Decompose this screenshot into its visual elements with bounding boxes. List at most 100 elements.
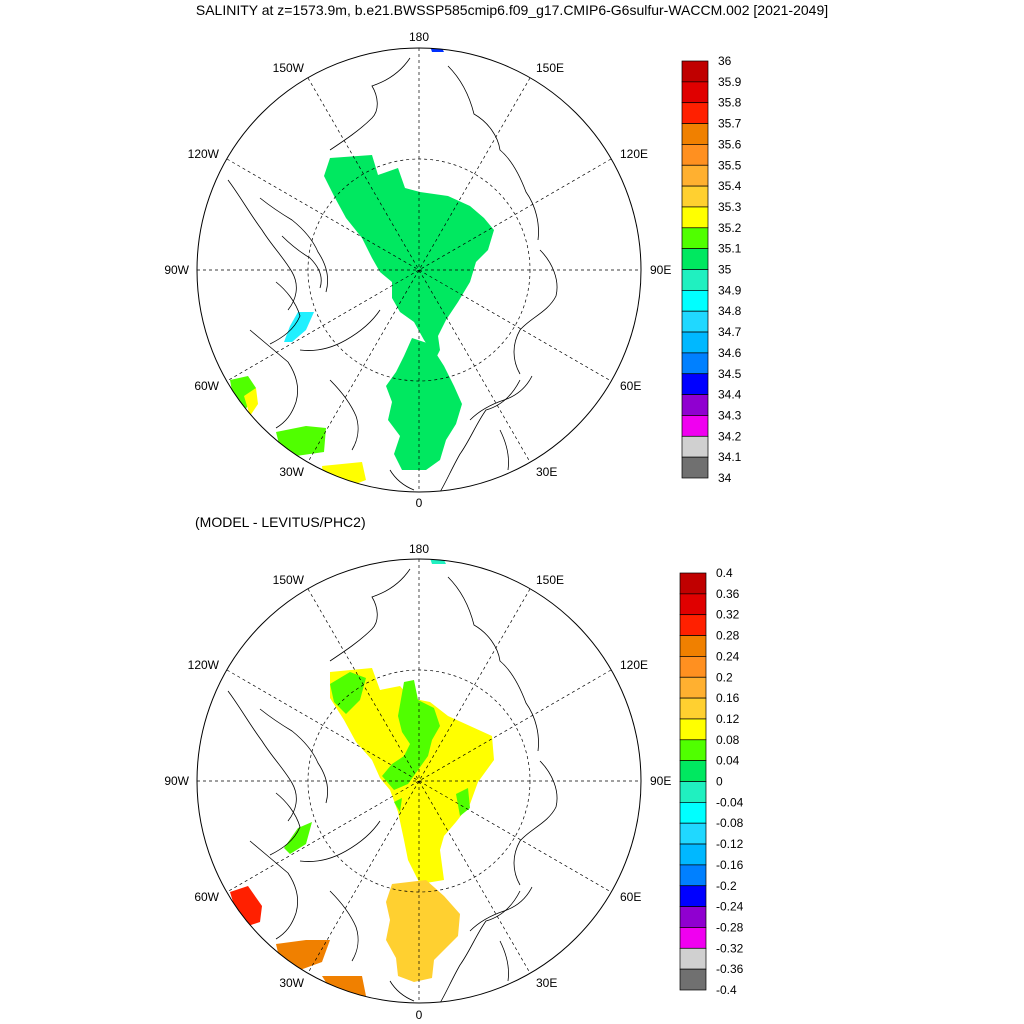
colorbar-tick-label: 35.3	[718, 200, 742, 214]
lon-label-30e-b: 30E	[536, 976, 557, 990]
colorbar-swatch	[681, 373, 709, 395]
colorbar-swatch	[681, 123, 709, 145]
colorbar-swatch	[681, 394, 709, 416]
lon-label-90e: 90E	[650, 263, 671, 277]
coastlines-bottom	[227, 568, 558, 1003]
colorbar-tick-label: 34.6	[718, 346, 742, 360]
lon-label-60e: 60E	[620, 379, 641, 393]
colorbar-tick-label: 35.4	[718, 179, 742, 193]
colorbar-tick-label: 34	[718, 471, 732, 485]
salinity-field-atlantic	[322, 462, 366, 490]
salinity-field-baffin	[284, 312, 314, 342]
colorbar-tick-label: 0	[716, 775, 723, 789]
colorbar-swatch	[681, 352, 709, 375]
colorbar-tick-label: 0.08	[716, 733, 740, 747]
lon-label-90e-b: 90E	[650, 774, 671, 788]
colorbar-swatch	[681, 60, 709, 83]
colorbar-tick-label: -0.2	[716, 879, 737, 893]
colorbar-swatch	[679, 697, 707, 720]
lon-label-60e-b: 60E	[620, 890, 641, 904]
salinity-field-bering	[430, 48, 444, 52]
lon-label-60w: 60W	[194, 379, 219, 393]
difference-field-green-small	[456, 788, 470, 816]
lon-label-30w: 30W	[279, 465, 304, 479]
colorbar-swatch	[679, 614, 707, 636]
top-polar-map: 180 0 90W 90E 150W 120W 150E 120E 60W 30…	[164, 30, 671, 510]
colorbar-swatch	[679, 760, 707, 782]
colorbar-swatch	[681, 227, 709, 250]
lon-label-120w-b: 120W	[188, 658, 220, 672]
colorbar-tick-label: 34.7	[718, 325, 742, 339]
colorbar-tick-label: 0.24	[716, 649, 740, 663]
colorbar-swatch	[679, 781, 707, 803]
colorbar-tick-label: -0.36	[716, 962, 744, 976]
colorbar-swatch	[679, 656, 707, 678]
colorbar-swatch	[681, 102, 709, 124]
colorbar-swatch	[679, 927, 707, 949]
colorbar-tick-label: 34.8	[718, 304, 742, 318]
colorbar-swatch	[681, 456, 709, 479]
colorbar-swatch	[679, 822, 707, 845]
colorbar-swatch	[681, 164, 709, 187]
lon-label-30w-b: 30W	[279, 976, 304, 990]
lon-label-0-b: 0	[416, 1008, 423, 1022]
difference-field-green-dot	[394, 798, 402, 812]
difference-field-orange-irminger	[276, 940, 330, 970]
difference-field-gold-greenland	[386, 880, 460, 982]
colorbar-swatch	[679, 801, 707, 824]
colorbar-tick-label: 35.6	[718, 137, 742, 151]
colorbar-tick-label: -0.12	[716, 837, 744, 851]
graticule-bottom	[197, 559, 641, 1003]
lon-label-90w-b: 90W	[164, 774, 189, 788]
colorbar-tick-label: 35.9	[718, 75, 742, 89]
colorbar-swatch	[679, 718, 707, 741]
colorbar-tick-label: -0.24	[716, 900, 744, 914]
colorbar-tick-label: -0.16	[716, 858, 744, 872]
colorbar-swatch	[681, 435, 709, 458]
colorbar-swatch	[681, 206, 709, 229]
lon-label-180: 180	[409, 30, 429, 44]
colorbar-swatch	[681, 248, 709, 270]
colorbar-tick-label: -0.4	[716, 983, 737, 997]
graticule-top	[197, 48, 641, 492]
lon-label-150w: 150W	[273, 61, 305, 75]
lon-label-180-b: 180	[409, 542, 429, 556]
colorbar-tick-label: 35.1	[718, 242, 742, 256]
difference-subtitle: (MODEL - LEVITUS/PHC2)	[195, 514, 366, 530]
salinity-field-irminger	[276, 426, 326, 456]
colorbar-swatch	[681, 310, 709, 333]
lon-label-90w: 90W	[164, 263, 189, 277]
colorbar-difference: 0.4 0.36 0.32 0.28 0.24 0.2 0.16 0.12 0.08 0.04 0 -…	[679, 566, 744, 997]
colorbar-swatch	[679, 572, 707, 595]
colorbar-tick-label: 0.2	[716, 670, 733, 684]
colorbar-tick-label: -0.32	[716, 941, 744, 955]
colorbar-swatch	[681, 290, 709, 312]
colorbar-swatch	[681, 81, 709, 104]
difference-field-green-arctic	[382, 680, 440, 790]
colorbar-tick-label: 34.1	[718, 450, 742, 464]
colorbar-swatch	[679, 885, 707, 907]
colorbar-swatch	[679, 843, 707, 866]
colorbar-tick-label: 36	[718, 54, 732, 68]
lon-label-120e-b: 120E	[620, 658, 648, 672]
colorbar-swatch	[679, 676, 707, 699]
colorbar-tick-label: 34.2	[718, 429, 742, 443]
colorbar-tick-label: -0.04	[716, 795, 744, 809]
colorbar-swatch	[679, 906, 707, 928]
colorbar-tick-label: 34.4	[718, 388, 742, 402]
colorbar-tick-label: 0.4	[716, 566, 733, 580]
colorbar-tick-label: 0.32	[716, 608, 740, 622]
colorbar-tick-label: 35.5	[718, 158, 742, 172]
colorbar-tick-label: -0.08	[716, 816, 744, 830]
colorbar-swatch	[679, 739, 707, 761]
colorbar-swatch	[681, 144, 709, 166]
colorbar-salinity: 36 35.9 35.8 35.7 35.6 35.5 35.4 35.3 35.2 35.1 35…	[681, 54, 742, 485]
coastlines-top	[227, 57, 558, 492]
lon-label-60w-b: 60W	[194, 890, 219, 904]
salinity-field-labrador-yellow	[244, 388, 258, 416]
colorbar-tick-label: 35	[718, 263, 732, 277]
colorbar-swatch	[681, 331, 709, 354]
colorbar-tick-label: 35.2	[718, 221, 742, 235]
difference-field-green-lobe	[330, 672, 366, 714]
